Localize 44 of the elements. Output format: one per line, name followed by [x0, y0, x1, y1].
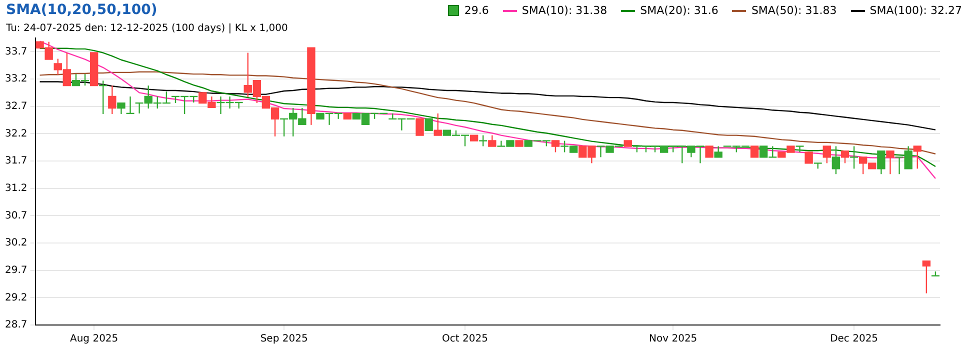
- candlestick: [750, 146, 759, 158]
- y-tick-label: 31.7: [5, 156, 28, 167]
- x-tick-label: Aug 2025: [70, 334, 118, 345]
- candlestick: [849, 146, 859, 170]
- candlestick: [108, 84, 116, 115]
- candlestick: [804, 152, 813, 164]
- candlestick: [886, 150, 894, 175]
- candlestick: [922, 260, 931, 294]
- y-tick-label: 29.2: [5, 292, 28, 304]
- legend-label: SMA(20): 31.6: [640, 4, 718, 17]
- y-tick-label: 31.2: [5, 182, 28, 194]
- x-tick-label: Nov 2025: [649, 334, 698, 345]
- y-tick-label: 33.7: [5, 46, 28, 58]
- legend-label: SMA(100): 32.27: [870, 4, 962, 17]
- candlestick: [832, 146, 840, 175]
- candlestick: [117, 102, 126, 115]
- y-tick-label: 32.7: [5, 100, 28, 112]
- x-tick-label: Sep 2025: [260, 334, 308, 345]
- legend-label: SMA(50): 31.83: [751, 4, 837, 17]
- candlestick: [705, 146, 714, 158]
- candlestick: [488, 134, 496, 147]
- y-tick-label: 29.7: [5, 264, 28, 276]
- candlestick: [913, 146, 922, 170]
- chart-title: SMA(10,20,50,100): [6, 2, 158, 18]
- candlestick: [714, 146, 722, 158]
- candlestick: [795, 146, 804, 153]
- x-tick-label: Dec 2025: [830, 334, 878, 345]
- y-tick-label: 28.7: [5, 320, 28, 331]
- candlestick: [822, 146, 832, 164]
- candlestick: [434, 112, 442, 136]
- y-tick-label: 33.2: [5, 74, 28, 85]
- x-tick-label: Oct 2025: [442, 334, 488, 345]
- legend-label: 29.6: [464, 4, 489, 17]
- legend-label: SMA(10): 31.38: [522, 4, 608, 17]
- chart-subtitle: Tu: 24-07-2025 den: 12-12-2025 (100 days) | KL x 1,000: [6, 23, 288, 34]
- candlestick: [877, 150, 886, 175]
- y-tick-label: 30.2: [5, 238, 28, 249]
- y-tick-label: 30.7: [5, 210, 28, 222]
- candlestick: [840, 150, 850, 164]
- y-tick-label: 32.2: [5, 128, 28, 140]
- candlestick: [551, 140, 560, 153]
- candlestick: [478, 134, 488, 147]
- candlestick: [424, 118, 433, 131]
- candlestick: [416, 118, 424, 136]
